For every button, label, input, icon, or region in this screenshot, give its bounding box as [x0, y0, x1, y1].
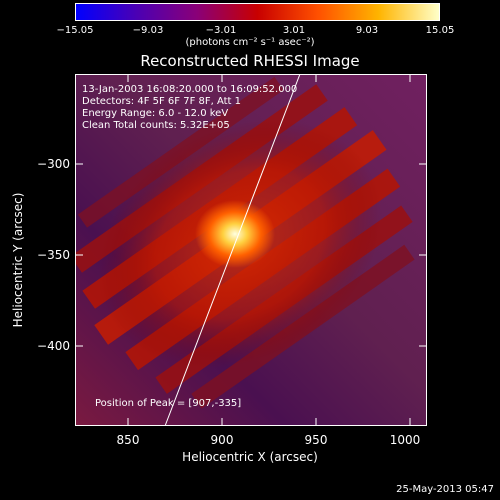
- info-time-range: 13-Jan-2003 16:08:20.000 to 16:09:52.000: [82, 84, 298, 95]
- info-peak-position: Position of Peak = [907,-335]: [95, 398, 242, 409]
- timestamp: 25-May-2013 05:47: [396, 484, 494, 495]
- x-tick-label: 950: [304, 433, 328, 447]
- colorbar: [75, 3, 440, 21]
- y-tick-label: −300: [37, 157, 70, 171]
- colorbar-units: (photons cm⁻² s⁻¹ asec⁻²): [185, 37, 315, 48]
- solar-limb-line: [164, 74, 301, 426]
- colorbar-tick: −15.05: [56, 25, 94, 36]
- y-tick-label: −400: [37, 339, 70, 353]
- colorbar-tick: 9.03: [355, 25, 379, 36]
- axis-ticks: [75, 74, 427, 426]
- info-clean-counts: Clean Total counts: 5.32E+05: [82, 120, 230, 131]
- x-axis-label: Heliocentric X (arcsec): [182, 450, 318, 464]
- y-tick-label: −350: [37, 248, 70, 262]
- colorbar-tick: 15.05: [425, 25, 455, 36]
- image-title: Reconstructed RHESSI Image: [140, 52, 360, 70]
- colorbar-tick: −3.01: [205, 25, 237, 36]
- info-energy-range: Energy Range: 6.0 - 12.0 keV: [82, 108, 229, 119]
- plot-frame: [75, 74, 427, 426]
- flare-core: [195, 200, 275, 268]
- colorbar-tick: 3.01: [282, 25, 306, 36]
- x-tick-label: 1000: [389, 433, 421, 447]
- info-detectors: Detectors: 4F 5F 6F 7F 8F, Att 1: [82, 96, 242, 107]
- y-axis-label: Heliocentric Y (arcsec): [11, 192, 25, 328]
- rhessi-image: [75, 74, 427, 426]
- colorbar-tick: −9.03: [132, 25, 164, 36]
- x-tick-label: 900: [210, 433, 234, 447]
- x-tick-label: 850: [116, 433, 140, 447]
